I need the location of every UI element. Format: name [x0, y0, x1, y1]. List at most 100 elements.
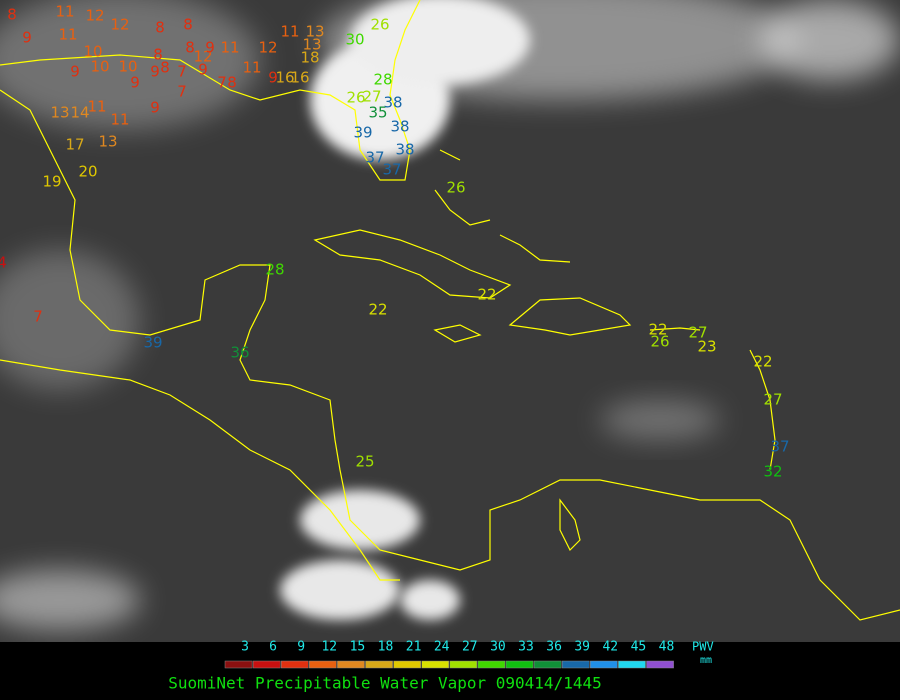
coastlines — [0, 0, 900, 621]
station-value: 8 — [160, 59, 170, 77]
station-value: 12 — [110, 16, 129, 34]
station-value: 22 — [753, 353, 772, 371]
station-value: 4 — [0, 254, 7, 272]
station-value: 9 — [22, 29, 32, 47]
station-value: 26 — [346, 89, 365, 107]
station-value: 16 — [275, 69, 294, 87]
colorbar-tick-label: 9 — [297, 640, 305, 655]
colorbar-tick-label: 21 — [406, 640, 422, 655]
colorbar-tick-label: 24 — [434, 640, 450, 655]
station-value: 38 — [395, 141, 414, 159]
station-value: 9 — [205, 39, 215, 57]
station-value: 26 — [446, 179, 465, 197]
station-value: 14 — [70, 104, 89, 122]
station-value: 18 — [300, 49, 319, 67]
station-value: 37 — [365, 149, 384, 167]
colorbar-tick-label: 3 — [241, 640, 249, 655]
colorbar-tick-label: 18 — [378, 640, 394, 655]
station-value: 13 — [302, 36, 321, 54]
colorbar-segment — [449, 660, 478, 669]
colorbar-segment — [280, 660, 309, 669]
station-value: 8 — [227, 74, 237, 92]
station-value: 20 — [78, 163, 97, 181]
station-value: 11 — [58, 26, 77, 44]
colorbar-segment — [533, 660, 562, 669]
station-value: 38 — [390, 118, 409, 136]
station-value: 13 — [50, 104, 69, 122]
station-value: 7 — [33, 308, 43, 326]
station-value: 12 — [85, 7, 104, 25]
colorbar-segment — [590, 660, 618, 669]
station-value: 12 — [193, 48, 212, 66]
station-value: 19 — [42, 173, 61, 191]
station-value: 28 — [265, 261, 284, 279]
station-value: 13 — [305, 23, 324, 41]
clouds — [0, 0, 900, 630]
colorbar-segment — [252, 660, 281, 669]
station-value: 9 — [198, 61, 208, 79]
colorbar-segment — [365, 660, 393, 669]
station-value: 23 — [697, 338, 716, 356]
station-value: 10 — [83, 43, 102, 61]
colorbar-tick-label: 15 — [350, 640, 366, 655]
station-value: 11 — [280, 23, 299, 41]
station-value: 22 — [368, 301, 387, 319]
station-value: 13 — [98, 133, 117, 151]
station-value: 36 — [230, 344, 249, 362]
station-value: 11 — [55, 3, 74, 21]
colorbar-tick-label: 48 — [659, 640, 675, 655]
station-value: 11 — [110, 111, 129, 129]
station-value: 9 — [150, 99, 160, 117]
station-value: 9 — [130, 74, 140, 92]
colorbar: 3 6 9 12 15 18 21 24 27 30 33 36 39 42 45 48 — [224, 640, 675, 669]
station-value: 8 — [7, 6, 17, 24]
station-value: 27 — [362, 88, 381, 106]
colorbar-segment — [618, 660, 646, 669]
station-value: 9 — [70, 63, 80, 81]
colorbar-segment — [393, 660, 421, 669]
colorbar-segment — [337, 660, 365, 669]
colorbar-segment — [224, 660, 253, 669]
station-value: 28 — [373, 71, 392, 89]
colorbar-tick-label: 27 — [462, 640, 478, 655]
station-value: 22 — [648, 321, 667, 339]
colorbar-segment — [561, 660, 590, 669]
colorbar-tick-label: 6 — [269, 640, 277, 655]
station-value: 11 — [87, 98, 106, 116]
station-value: 38 — [383, 94, 402, 112]
station-value: 8 — [155, 19, 165, 37]
station-value: 9 — [268, 69, 278, 87]
station-value: 37 — [382, 161, 401, 179]
station-value: 39 — [143, 334, 162, 352]
unit-label: mm — [700, 655, 712, 666]
colorbar-tick-label: 33 — [518, 640, 534, 655]
station-value: 8 — [153, 46, 163, 64]
legend-strip — [0, 642, 900, 700]
station-value: 27 — [688, 324, 707, 342]
station-value: 26 — [370, 16, 389, 34]
station-value: 11 — [242, 59, 261, 77]
station-value: 10 — [90, 58, 109, 76]
station-value: 8 — [185, 39, 195, 57]
station-value: 37 — [770, 438, 789, 456]
colorbar-segment — [309, 660, 337, 669]
station-value: 11 — [220, 39, 239, 57]
station-value: 7 — [177, 83, 187, 101]
station-value: 8 — [183, 16, 193, 34]
quantity-label: PWV — [692, 640, 714, 654]
colorbar-segment — [421, 660, 450, 669]
station-value: 26 — [650, 333, 669, 351]
colorbar-tick-label: 30 — [490, 640, 506, 655]
colorbar-tick-label: 39 — [574, 640, 590, 655]
station-value: 22 — [477, 286, 496, 304]
colorbar-tick-label: 45 — [631, 640, 647, 655]
station-value: 39 — [353, 124, 372, 142]
title: SuomiNet Precipitable Water Vapor 090414… — [168, 674, 601, 693]
station-value: 17 — [65, 136, 84, 154]
colorbar-segment — [505, 660, 534, 669]
station-value: 32 — [763, 463, 782, 481]
station-value: 10 — [118, 58, 137, 76]
station-value: 25 — [355, 453, 374, 471]
